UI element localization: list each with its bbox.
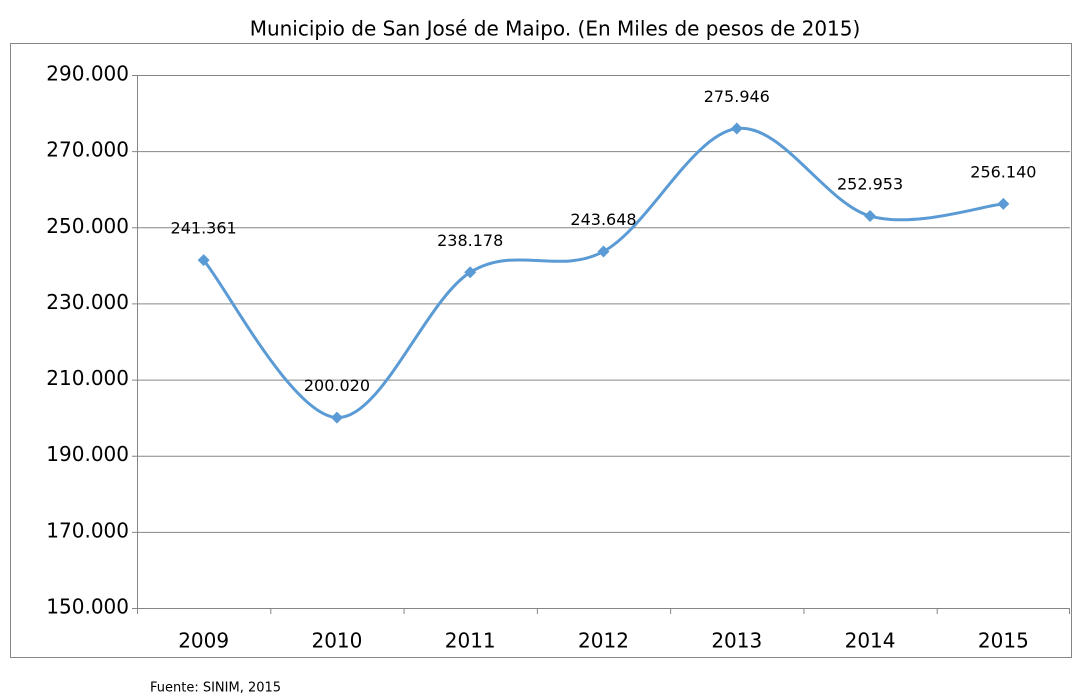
x-tick-label: 2009 bbox=[178, 629, 229, 653]
x-tick-label: 2013 bbox=[711, 629, 762, 653]
marker bbox=[464, 266, 477, 279]
y-tick-label: 190.000 bbox=[46, 442, 129, 466]
source-note: Fuente: SINIM, 2015 bbox=[150, 681, 281, 696]
y-tick-label: 250.000 bbox=[46, 214, 129, 238]
x-tick-label: 2014 bbox=[845, 629, 896, 653]
data-label: 275.946 bbox=[704, 87, 770, 106]
y-tick-label: 270.000 bbox=[46, 138, 129, 162]
marker bbox=[730, 122, 743, 135]
data-label: 243.648 bbox=[570, 210, 636, 229]
y-tick-label: 150.000 bbox=[46, 595, 129, 619]
marker bbox=[330, 411, 343, 424]
marker bbox=[597, 245, 610, 258]
x-tick-label: 2012 bbox=[578, 629, 629, 653]
marker bbox=[197, 254, 210, 267]
x-tick-label: 2011 bbox=[445, 629, 496, 653]
x-tick-label: 2015 bbox=[978, 629, 1029, 653]
marker bbox=[864, 210, 877, 223]
y-tick-label: 210.000 bbox=[46, 366, 129, 390]
y-tick-label: 170.000 bbox=[46, 518, 129, 542]
chart-frame bbox=[10, 43, 1072, 658]
y-tick-label: 230.000 bbox=[46, 290, 129, 314]
data-label: 241.361 bbox=[171, 219, 237, 238]
data-label: 252.953 bbox=[837, 175, 903, 194]
y-tick-label: 290.000 bbox=[46, 62, 129, 86]
data-label: 238.178 bbox=[437, 231, 503, 250]
chart-title: Municipio de San José de Maipo. (En Mile… bbox=[250, 17, 861, 41]
marker bbox=[997, 197, 1010, 210]
data-label: 200.020 bbox=[304, 376, 370, 395]
data-label: 256.140 bbox=[970, 162, 1036, 181]
x-tick-label: 2010 bbox=[311, 629, 362, 653]
